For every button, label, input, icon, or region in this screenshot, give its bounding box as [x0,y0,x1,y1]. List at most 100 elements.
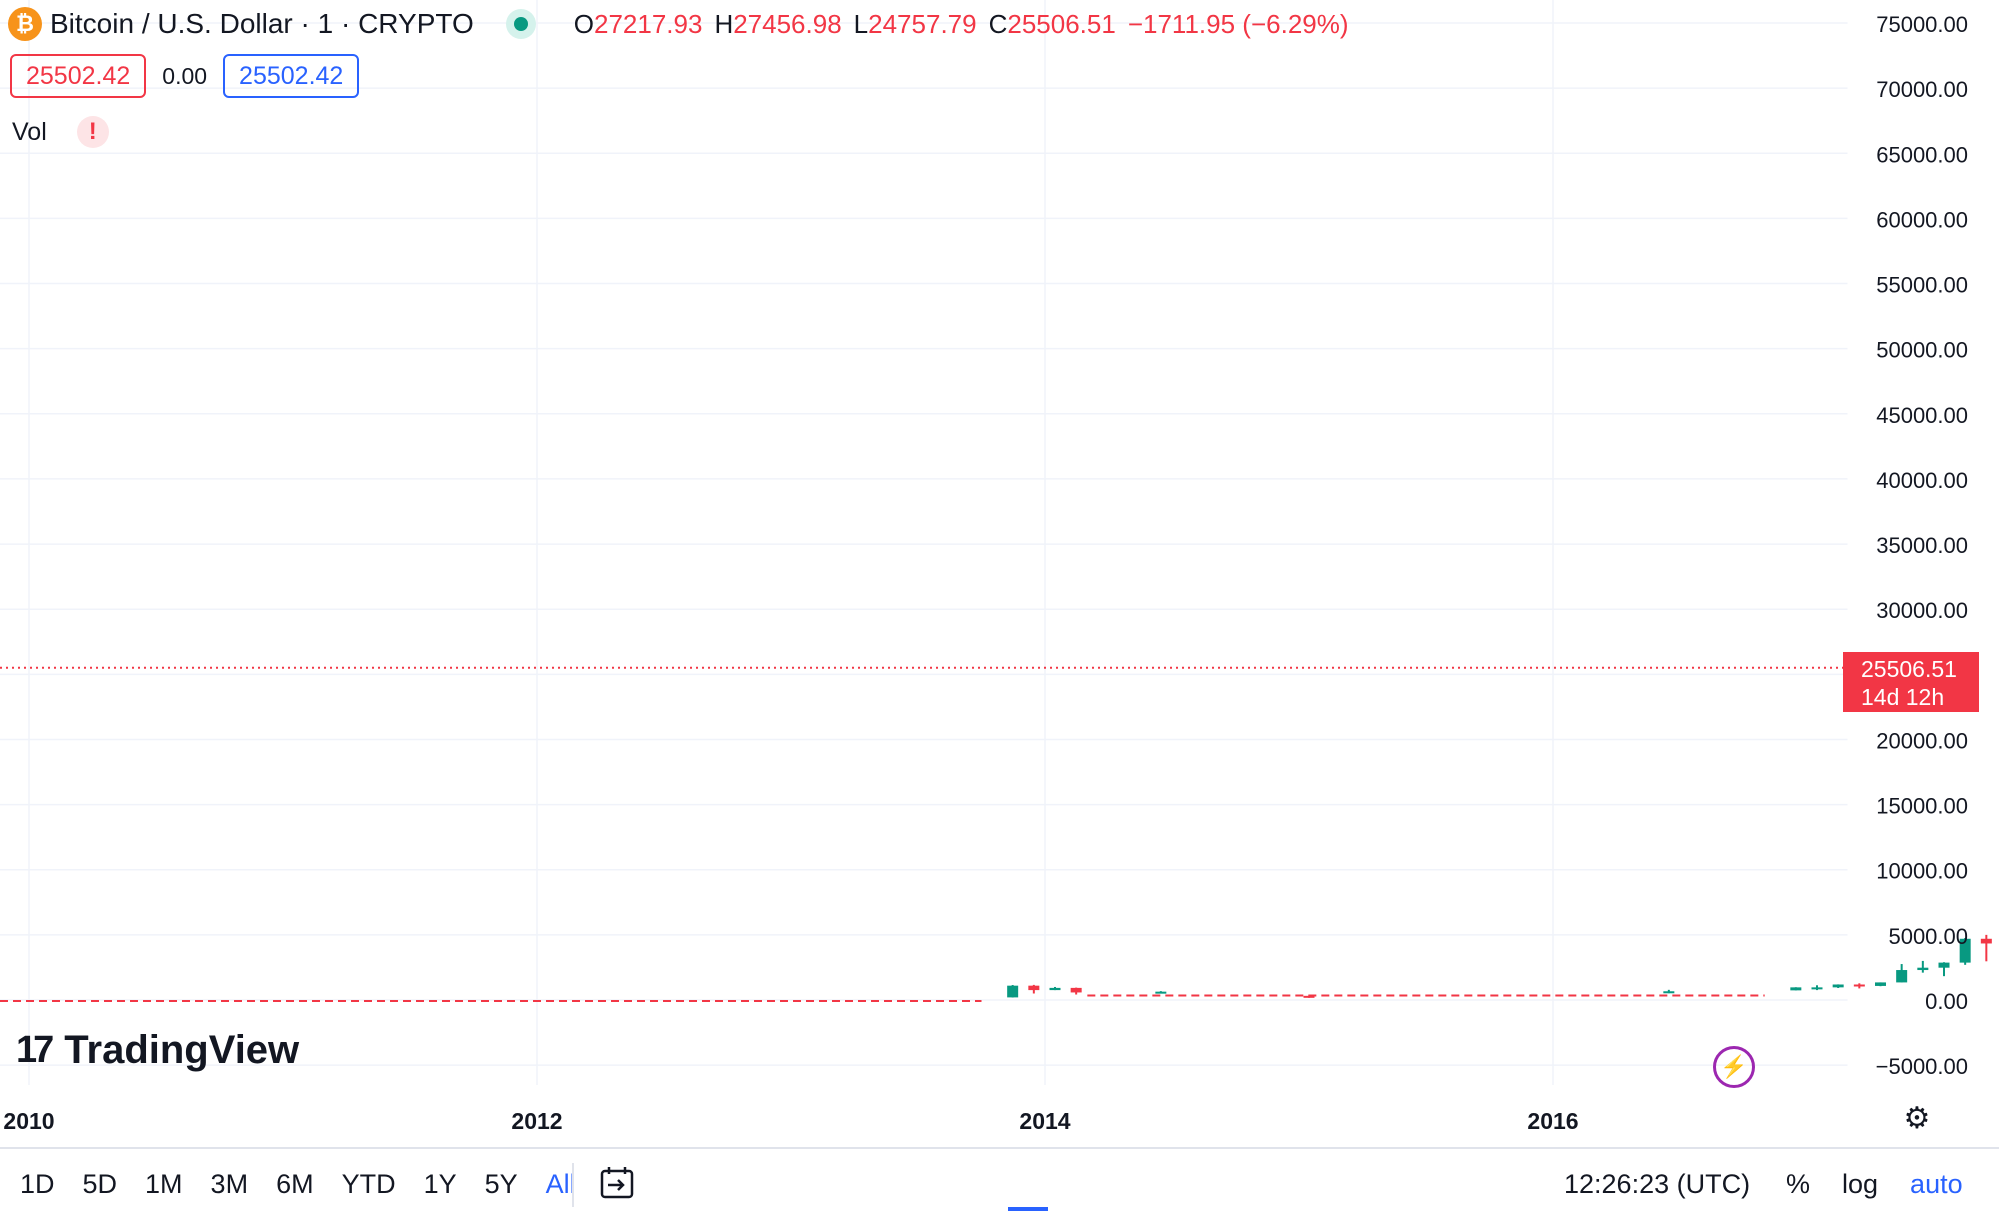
y-tick-label: 45000.00 [1876,403,1968,428]
candle-body [1155,991,1167,994]
range-5d-button[interactable]: 5D [82,1169,118,1199]
open-value: 27217.93 [593,8,703,39]
close-label: C [988,8,1008,39]
low-label: L [853,8,869,39]
x-tick-label: 2012 [511,1108,562,1134]
y-tick-label: 50000.00 [1876,338,1968,363]
high-value: 27456.98 [733,8,842,39]
y-tick-label: 40000.00 [1876,468,1968,493]
high-label: H [714,8,734,39]
range-6m-button[interactable]: 6M [276,1169,314,1199]
candle-body [1049,987,1061,991]
last-price-tag: 25506.51 14d 12h [1843,652,1979,712]
candle[interactable] [1790,987,1802,991]
price-chart[interactable]: 75000.00 70000.00 65000.00 60000.00 55000.00… [0,0,1999,1147]
y-tick-label: 70000.00 [1876,77,1968,102]
last-price-value: 25506.51 [1861,656,1957,682]
y-tick-label: 20000.00 [1876,728,1968,753]
tradingview-logo-text: TradingView [64,1028,300,1072]
auto-scale-button[interactable]: auto [1910,1169,1963,1199]
tradingview-logo-icon: 17 [16,1029,54,1071]
x-tick-label: 2014 [1019,1108,1070,1134]
range-1m-button[interactable]: 1M [145,1169,183,1199]
candle[interactable] [1811,985,1823,991]
y-tick-label: 60000.00 [1876,207,1968,232]
candle-body [1896,970,1908,983]
y-tick-label: 55000.00 [1876,273,1968,298]
candle[interactable] [1853,983,1865,989]
candle[interactable] [1007,985,1019,998]
tradingview-logo[interactable]: 17 TradingView [16,1028,299,1073]
candle[interactable] [1028,984,1040,994]
candle-body [1663,991,1675,994]
spread-value: 0.00 [162,62,208,89]
candle[interactable] [1663,989,1675,994]
market-status-icon[interactable] [505,9,536,39]
candle-body [1790,987,1802,991]
bar-countdown: 14d 12h [1861,684,1945,710]
x-tick-label: 2016 [1527,1108,1578,1134]
candle-body [1853,984,1865,987]
bitcoin-icon: ₿ [8,7,42,41]
candle[interactable] [1959,937,1971,965]
candle-body [1303,995,1315,998]
settings-icon[interactable]: ⚙ [1903,1101,1931,1135]
timeframe-indicator [1008,1207,1048,1211]
warning-icon[interactable]: ! [76,116,109,148]
candle[interactable] [1980,934,1992,962]
range-ytd-button[interactable]: YTD [341,1169,396,1199]
candle[interactable] [1896,964,1908,983]
buy-button[interactable]: 25502.42 [223,54,360,98]
candle-body [1028,985,1040,991]
candle-body [1007,985,1019,998]
utc-clock[interactable]: 12:26:23 (UTC) [1564,1169,1751,1199]
price-change: −1711.95 (−6.29%) [1127,8,1349,39]
grid [0,0,1848,1085]
range-1y-button[interactable]: 1Y [423,1169,457,1199]
sell-button[interactable]: 25502.42 [10,54,147,98]
candle[interactable] [1303,995,1315,998]
candle-body [1070,987,1082,993]
y-tick-label: 10000.00 [1876,859,1968,884]
low-value: 24757.79 [868,8,977,39]
candle-body [1917,967,1929,971]
range-all-button[interactable]: All [545,1169,576,1199]
close-value: 25506.51 [1007,8,1116,39]
percent-scale-button[interactable]: % [1786,1169,1811,1199]
range-selector: 1D 5D 1M 3M 6M YTD 1Y 5Y All [20,1169,604,1200]
x-axis: 20102012201420162018202020222024 [3,1108,1578,1134]
candle[interactable] [1917,960,1929,973]
range-5y-button[interactable]: 5Y [484,1169,518,1199]
candle-body [1959,938,1971,963]
candle-body [1938,962,1950,968]
volume-label: Vol [12,117,47,146]
y-tick-label: −5000.00 [1876,1054,1968,1079]
y-tick-label: 15000.00 [1876,794,1968,819]
candles [1007,934,1992,998]
candle-body [1980,938,1992,944]
volume-legend: Vol ! [12,116,109,148]
symbol-title: Bitcoin / U.S. Dollar · 1 · CRYPTO [50,8,474,39]
toolbar-divider [572,1163,574,1207]
y-tick-label: 35000.00 [1876,533,1968,558]
candle[interactable] [1070,987,1082,995]
symbol-legend: ₿ Bitcoin / U.S. Dollar · 1 · CRYPTO O27… [8,4,1349,44]
range-3m-button[interactable]: 3M [210,1169,249,1199]
log-scale-button[interactable]: log [1842,1169,1879,1199]
candle[interactable] [1832,984,1844,989]
range-1d-button[interactable]: 1D [20,1169,55,1199]
y-tick-label: 65000.00 [1876,142,1968,167]
go-to-date-icon[interactable] [598,1163,636,1203]
candle[interactable] [1049,986,1061,991]
y-tick-label: 30000.00 [1876,598,1968,623]
candle-body [1832,984,1844,988]
candle-body [1811,987,1823,990]
bottom-toolbar: 1D 5D 1M 3M 6M YTD 1Y 5Y All 12:26:23 (U… [0,1147,1999,1225]
y-tick-label: 0.00 [1925,989,1968,1014]
open-label: O [573,8,594,39]
lightning-icon[interactable]: ⚡ [1713,1046,1755,1088]
x-tick-label: 2010 [3,1108,54,1134]
candle[interactable] [1875,982,1886,987]
candle[interactable] [1938,962,1950,977]
candle[interactable] [1155,991,1167,994]
